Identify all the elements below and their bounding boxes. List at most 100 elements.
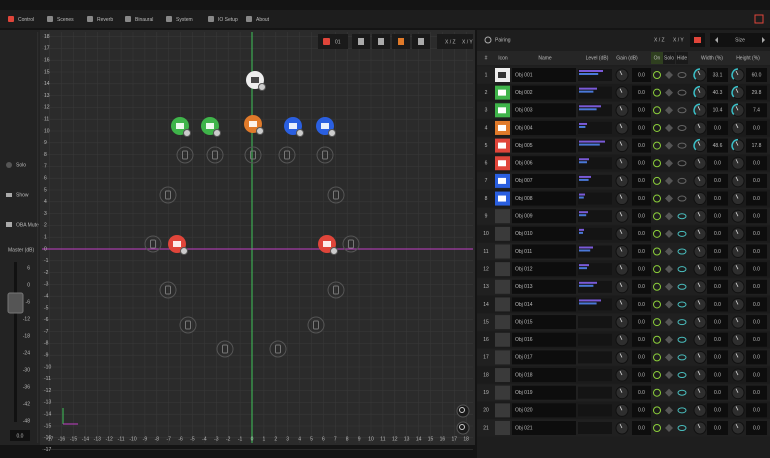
hide-toggle[interactable] — [677, 160, 687, 167]
column-header[interactable]: Icon — [498, 55, 508, 61]
column-header[interactable]: Level (dB) — [586, 55, 609, 61]
name-field[interactable] — [512, 332, 576, 347]
width-value[interactable]: 33.1 — [713, 72, 723, 78]
panel-view-xz[interactable]: X / Z — [654, 37, 665, 43]
height-value[interactable]: 0.0 — [753, 231, 760, 237]
name-field[interactable] — [512, 85, 576, 100]
name-field[interactable] — [512, 120, 576, 135]
object-name[interactable]: Obj 002 — [515, 90, 533, 96]
width-value[interactable]: 0.0 — [714, 249, 721, 255]
gain-value[interactable]: 0.0 — [638, 337, 645, 343]
pairing-button[interactable]: Pairing — [495, 37, 511, 43]
gain-value[interactable]: 0.0 — [638, 161, 645, 167]
knob[interactable] — [731, 121, 745, 135]
name-field[interactable] — [512, 262, 576, 277]
on-toggle[interactable] — [653, 71, 661, 79]
hide-toggle[interactable] — [677, 425, 687, 431]
tab[interactable]: IO Setup — [218, 17, 238, 23]
row-icon[interactable] — [495, 368, 510, 383]
width-value[interactable]: 0.0 — [714, 390, 721, 396]
gain-field[interactable] — [632, 103, 651, 118]
width-field[interactable] — [707, 368, 728, 383]
width-value[interactable]: 0.0 — [714, 266, 721, 272]
width-value[interactable]: 0.0 — [714, 319, 721, 325]
gain-field[interactable] — [632, 403, 651, 418]
solo-toggle[interactable] — [665, 194, 673, 203]
gain-field[interactable] — [632, 244, 651, 259]
on-toggle[interactable] — [653, 176, 661, 185]
on-toggle[interactable] — [653, 194, 661, 203]
tab[interactable]: Scenes — [57, 17, 74, 23]
height-value[interactable]: 0.0 — [753, 214, 760, 220]
height-field[interactable] — [746, 332, 767, 347]
height-value[interactable]: 0.0 — [753, 161, 760, 167]
width-field[interactable] — [707, 85, 728, 100]
height-value[interactable]: 0.0 — [753, 125, 760, 131]
height-field[interactable] — [746, 368, 767, 383]
name-field[interactable] — [512, 191, 576, 206]
width-field[interactable] — [707, 138, 728, 153]
menu-button[interactable] — [754, 14, 764, 24]
column-header[interactable]: Height (%) — [736, 55, 760, 61]
row-icon[interactable] — [495, 209, 510, 224]
column-header[interactable]: # — [485, 55, 488, 61]
tab[interactable]: About — [256, 17, 270, 23]
gain-value[interactable]: 0.0 — [638, 90, 645, 96]
on-toggle[interactable] — [653, 212, 661, 221]
name-field[interactable] — [512, 244, 576, 259]
gain-value[interactable]: 0.0 — [638, 231, 645, 237]
height-value[interactable]: 29.8 — [752, 90, 762, 96]
show-button[interactable]: Show — [16, 192, 29, 198]
name-field[interactable] — [512, 138, 576, 153]
gain-value[interactable]: 0.0 — [638, 125, 645, 131]
gain-value[interactable]: 0.0 — [638, 284, 645, 290]
name-field[interactable] — [512, 368, 576, 383]
column-header[interactable]: Hide — [677, 55, 688, 61]
height-field[interactable] — [746, 226, 767, 241]
gain-value[interactable]: 0.0 — [638, 372, 645, 378]
hide-toggle[interactable] — [677, 354, 687, 361]
column-header[interactable]: Solo — [664, 55, 674, 61]
width-field[interactable] — [707, 209, 728, 224]
tab-icon[interactable] — [47, 16, 53, 22]
width-field[interactable] — [707, 315, 728, 330]
name-field[interactable] — [512, 297, 576, 312]
row-icon[interactable] — [495, 332, 510, 347]
height-value[interactable]: 0.0 — [753, 372, 760, 378]
object-name[interactable]: Obj 013 — [515, 284, 533, 290]
gain-field[interactable] — [632, 315, 651, 330]
name-field[interactable] — [512, 385, 576, 400]
width-field[interactable] — [707, 403, 728, 418]
width-value[interactable]: 0.0 — [714, 284, 721, 290]
gain-field[interactable] — [632, 279, 651, 294]
row-icon[interactable] — [495, 244, 510, 259]
solo-toggle[interactable] — [665, 141, 673, 150]
height-field[interactable] — [746, 244, 767, 259]
solo-toggle[interactable] — [665, 106, 673, 115]
hide-toggle[interactable] — [677, 301, 687, 308]
solo-toggle[interactable] — [665, 353, 673, 362]
width-field[interactable] — [707, 279, 728, 294]
row-icon[interactable] — [495, 226, 510, 241]
on-toggle[interactable] — [653, 335, 661, 344]
size-selector[interactable] — [710, 33, 770, 47]
height-value[interactable]: 17.8 — [752, 143, 762, 149]
solo-toggle[interactable] — [665, 406, 673, 415]
hide-toggle[interactable] — [677, 336, 687, 343]
height-value[interactable]: 0.0 — [753, 408, 760, 414]
oba-mute-button[interactable]: OBA Mute — [16, 222, 39, 228]
solo-toggle[interactable] — [665, 424, 673, 432]
gain-field[interactable] — [632, 385, 651, 400]
gain-field[interactable] — [632, 297, 651, 312]
gain-value[interactable]: 0.0 — [638, 108, 645, 114]
gain-value[interactable]: 0.0 — [638, 178, 645, 184]
height-value[interactable]: 0.0 — [753, 302, 760, 308]
column-header[interactable]: On — [654, 55, 661, 61]
hide-toggle[interactable] — [677, 372, 687, 379]
height-value[interactable]: 0.0 — [753, 337, 760, 343]
object-name[interactable]: Obj 003 — [515, 108, 533, 114]
row-icon[interactable] — [495, 421, 510, 435]
hide-toggle[interactable] — [677, 124, 687, 131]
size-next[interactable] — [762, 37, 765, 43]
hide-toggle[interactable] — [677, 319, 687, 326]
